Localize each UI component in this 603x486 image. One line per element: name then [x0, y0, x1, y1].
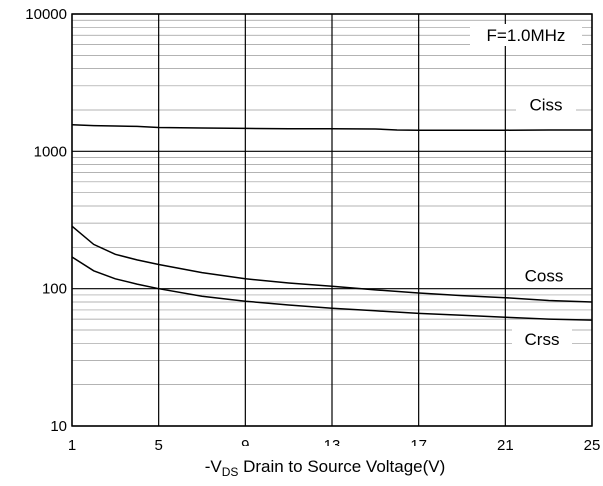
series-line-ciss [71, 124, 592, 131]
major-gridlines [71, 13, 593, 427]
x-tick-label: 25 [584, 437, 601, 454]
series-label-coss: Coss [525, 266, 564, 285]
annotation-box [470, 24, 582, 46]
x-tick-label: 1 [68, 437, 76, 454]
series-layer [71, 124, 593, 321]
series-label-bg [512, 327, 572, 352]
x-tick-label: 9 [241, 437, 249, 454]
y-tick-label: 10 [50, 418, 67, 435]
series-line-coss [71, 225, 593, 303]
series-label-crss: Crss [525, 330, 560, 349]
y-tick-label: 1000 [34, 143, 67, 160]
series-label-bg [514, 263, 574, 288]
y-tick-label: 10000 [25, 6, 67, 23]
series-label-bg [516, 92, 576, 117]
series-line-crss [71, 256, 593, 321]
x-tick-label: 5 [154, 437, 162, 454]
annotation-frequency: F=1.0MHz [487, 26, 566, 45]
x-axis-label: -VDS Drain to Source Voltage(V) [205, 457, 446, 479]
series-label-ciss: Ciss [529, 95, 562, 114]
plot-frame [71, 13, 593, 427]
x-tick-label: 21 [497, 437, 514, 454]
x-axis-label-bg [172, 446, 478, 476]
x-axis-label-sub: DS [222, 465, 239, 479]
y-tick-label: 100 [42, 281, 67, 298]
series-labels: Ciss Coss Crss [512, 92, 576, 352]
x-axis-label-suffix: Drain to Source Voltage(V) [238, 457, 445, 476]
x-axis-label-prefix: -V [205, 457, 223, 476]
